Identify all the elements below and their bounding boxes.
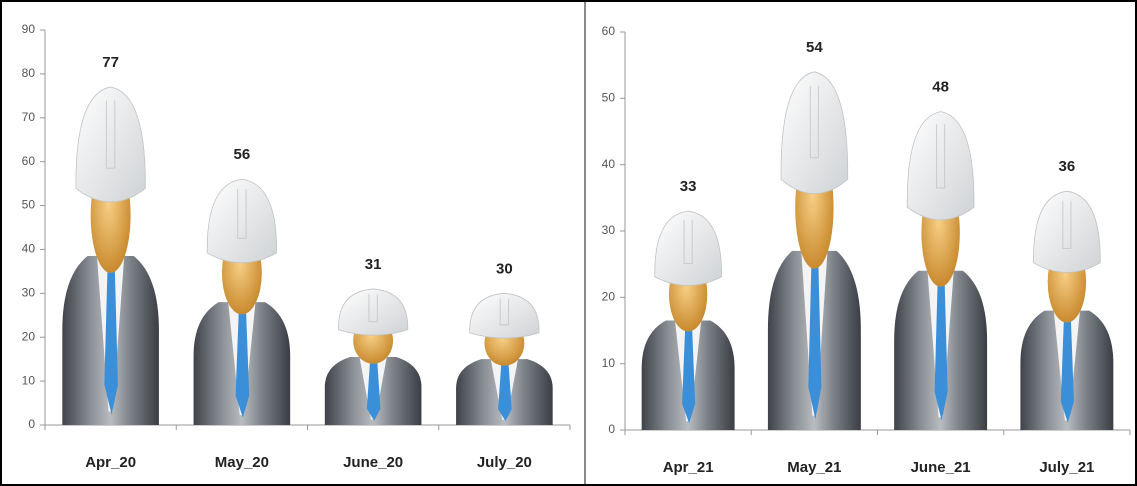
helmet-ridge: [369, 294, 377, 321]
value-label: 30: [496, 260, 513, 277]
y-tick-label: 40: [602, 157, 616, 171]
tie: [934, 283, 948, 421]
value-label: 54: [806, 39, 823, 56]
helmet: [1034, 191, 1101, 272]
worker-icon: [767, 72, 861, 430]
x-tick-label: Apr_21: [663, 459, 714, 476]
tie: [235, 311, 250, 418]
y-tick-label: 70: [22, 110, 36, 124]
y-tick-label: 60: [22, 154, 36, 168]
worker-icon: [456, 293, 553, 425]
tie: [104, 269, 118, 415]
helmet-ridge: [500, 299, 508, 325]
helmet: [338, 289, 407, 335]
helmet: [907, 112, 974, 220]
x-tick-label: June_20: [343, 454, 403, 471]
tie: [682, 329, 696, 424]
tie: [1060, 320, 1074, 423]
worker-icon: [62, 87, 159, 425]
tie: [366, 362, 381, 421]
worker-icon: [894, 112, 988, 430]
y-tick-label: 30: [602, 223, 616, 237]
x-tick-label: June_21: [911, 459, 971, 476]
y-tick-label: 0: [608, 422, 615, 436]
helmet-ridge: [106, 101, 114, 169]
worker-icon: [193, 179, 291, 425]
value-label: 33: [680, 178, 697, 195]
helmet-ridge: [684, 220, 692, 264]
y-tick-label: 80: [22, 66, 36, 80]
helmet-ridge: [238, 189, 246, 238]
value-label: 77: [102, 54, 119, 71]
tie: [808, 265, 822, 420]
y-tick-label: 50: [602, 91, 616, 105]
y-tick-label: 20: [602, 290, 616, 304]
helmet: [655, 211, 722, 285]
x-tick-label: July_20: [477, 454, 532, 471]
helmet: [207, 179, 276, 263]
y-tick-label: 40: [22, 242, 36, 256]
value-label: 36: [1059, 158, 1076, 175]
y-tick-label: 30: [22, 286, 36, 300]
y-tick-label: 20: [22, 329, 36, 343]
helmet-ridge: [937, 124, 945, 188]
y-tick-label: 60: [602, 24, 616, 38]
helmet: [470, 293, 539, 338]
helmet: [76, 87, 145, 202]
worker-icon: [1020, 191, 1114, 430]
value-label: 48: [932, 79, 949, 96]
x-tick-label: July_21: [1039, 459, 1094, 476]
helmet-ridge: [1063, 201, 1071, 249]
y-tick-label: 0: [28, 417, 35, 431]
helmet: [781, 72, 848, 194]
y-tick-label: 10: [22, 373, 36, 387]
y-tick-label: 10: [602, 356, 616, 370]
tie: [498, 364, 512, 422]
value-label: 31: [365, 256, 382, 273]
y-tick-label: 50: [22, 198, 36, 212]
worker-icon: [641, 211, 735, 430]
y-tick-label: 90: [22, 22, 36, 36]
helmet-ridge: [810, 86, 818, 158]
x-tick-label: Apr_20: [85, 454, 136, 471]
x-tick-label: May_20: [215, 454, 269, 471]
worker-icon: [324, 289, 422, 425]
value-label: 56: [234, 146, 251, 163]
x-tick-label: May_21: [787, 459, 841, 476]
